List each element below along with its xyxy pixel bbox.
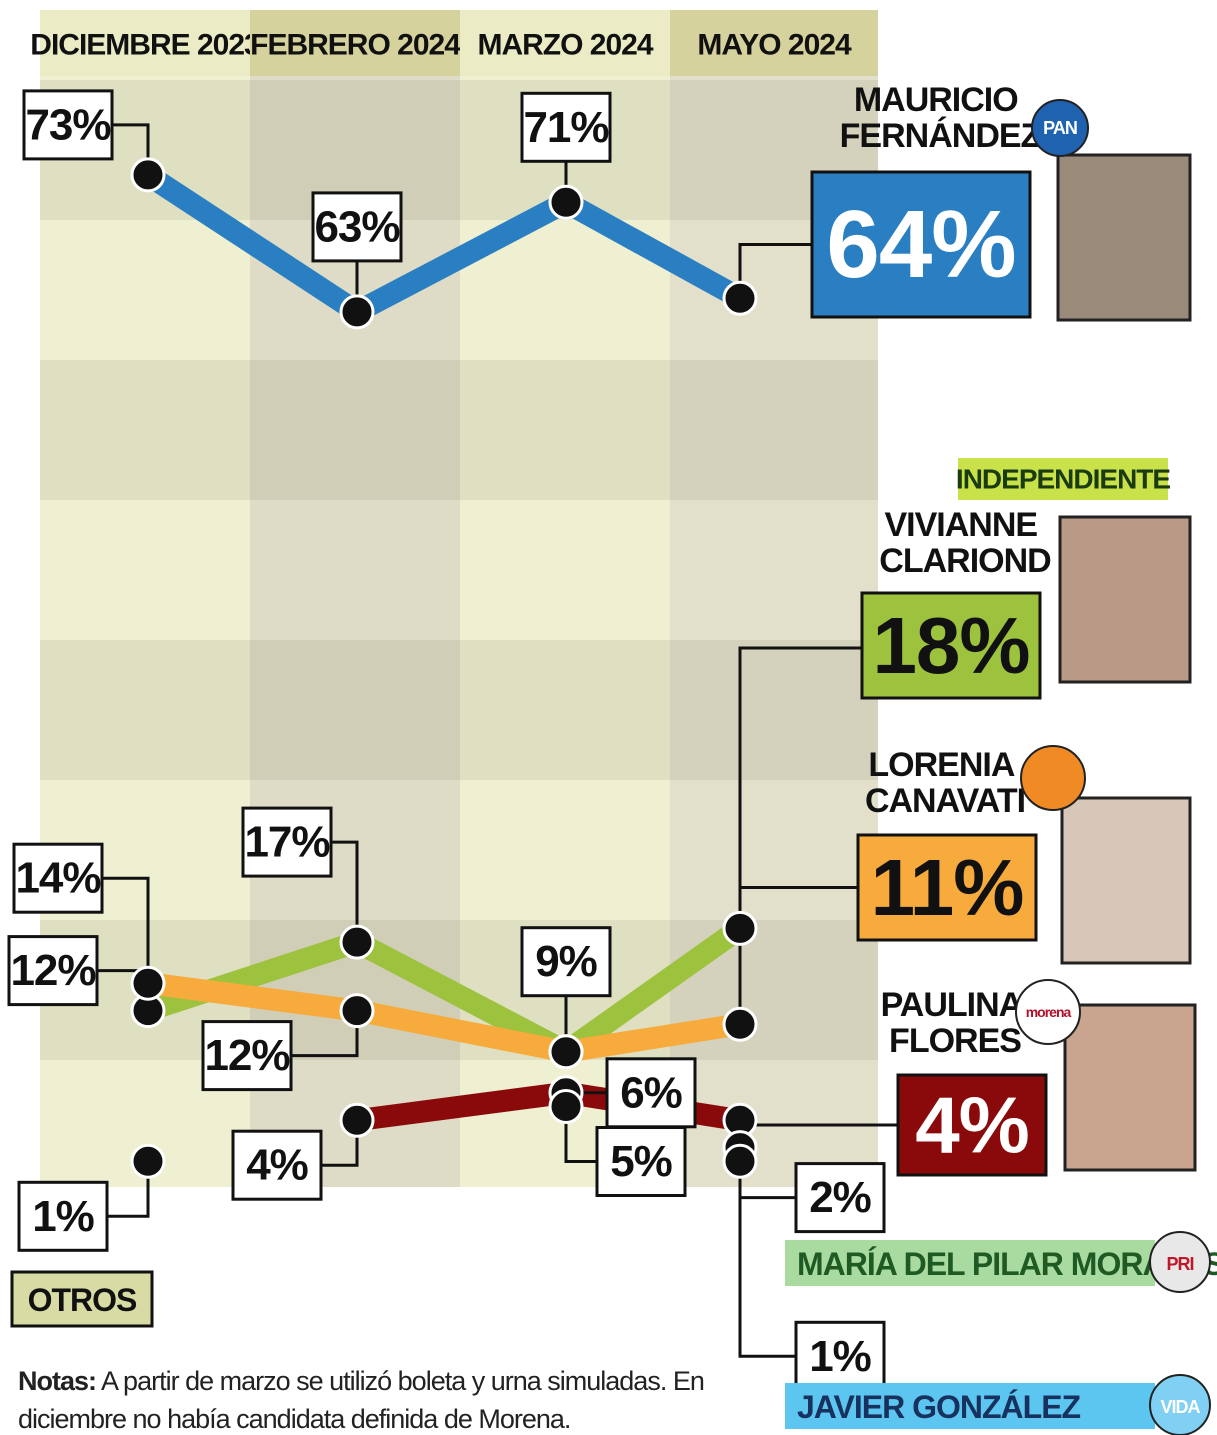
notes: Notas: A partir de marzo se utilizó bole…	[18, 1362, 748, 1435]
point-marker	[724, 282, 756, 314]
page: DICIEMBRE 2023FEBRERO 2024 MARZO 2024 MAYO…	[0, 0, 1217, 1435]
photo	[1062, 798, 1190, 963]
photo	[1065, 1005, 1195, 1170]
notes-text: A partir de marzo se utilizó boleta y ur…	[18, 1366, 704, 1434]
point-marker	[341, 995, 373, 1027]
value-label: 12%	[204, 1031, 289, 1080]
value-label: 63%	[314, 202, 399, 251]
value-label: 9%	[535, 937, 597, 986]
notes-label: Notas:	[18, 1366, 96, 1396]
party-label: INDEPENDIENTE	[956, 464, 1170, 495]
series-name: PAULINA FLORES	[881, 986, 1030, 1060]
value-label: 2%	[809, 1173, 871, 1222]
value-label: 11%	[871, 843, 1024, 932]
value-label: 4%	[246, 1141, 308, 1190]
value-label: 6%	[620, 1068, 682, 1117]
point-marker	[341, 926, 373, 958]
series-name: VIVIANNE CLARIOND	[879, 506, 1051, 580]
chart: DICIEMBRE 2023FEBRERO 2024 MARZO 2024 MAYO…	[0, 0, 1217, 1435]
point-marker	[550, 1091, 582, 1123]
point-marker	[341, 296, 373, 328]
value-label: 12%	[10, 946, 95, 995]
value-label: 1%	[32, 1192, 94, 1241]
party-label: PRI	[1166, 1254, 1193, 1274]
legend-label: OTROS	[28, 1282, 137, 1318]
point-marker	[550, 1036, 582, 1068]
point-marker	[341, 1104, 373, 1136]
point-marker	[724, 1008, 756, 1040]
series-name: JAVIER GONZÁLEZ	[797, 1389, 1081, 1425]
point-marker	[724, 912, 756, 944]
x-tick-label: MARZO 2024	[477, 29, 653, 62]
x-tick-label: MAYO 2024	[697, 29, 852, 62]
value-label: 64%	[826, 191, 1015, 298]
point-marker	[724, 1145, 756, 1177]
point-marker	[132, 967, 164, 999]
value-label: 1%	[809, 1332, 871, 1381]
x-tick-label: FEBRERO 2024	[250, 29, 461, 62]
party-label: PAN	[1043, 118, 1077, 138]
value-label: 73%	[25, 100, 110, 149]
value-label: 14%	[15, 854, 100, 903]
party-label: morena	[1026, 1004, 1072, 1020]
value-label: 5%	[610, 1137, 672, 1186]
value-label: 18%	[872, 601, 1029, 690]
value-label: 71%	[523, 103, 608, 152]
party-label: VIDA	[1160, 1397, 1200, 1417]
row-band	[40, 640, 878, 780]
photo	[1058, 155, 1190, 320]
point-marker	[132, 1145, 164, 1177]
point-marker	[550, 186, 582, 218]
photo	[1060, 517, 1190, 682]
series-name: LORENIA CANAVATI	[865, 746, 1025, 820]
row-band	[40, 360, 878, 500]
point-marker	[132, 159, 164, 191]
value-label: 17%	[244, 818, 329, 867]
party-badge	[1021, 746, 1085, 810]
series-name: MAURICIO FERNÁNDEZ	[840, 81, 1041, 155]
x-tick-label: DICIEMBRE 2023	[30, 29, 260, 62]
value-label: 4%	[915, 1081, 1029, 1170]
